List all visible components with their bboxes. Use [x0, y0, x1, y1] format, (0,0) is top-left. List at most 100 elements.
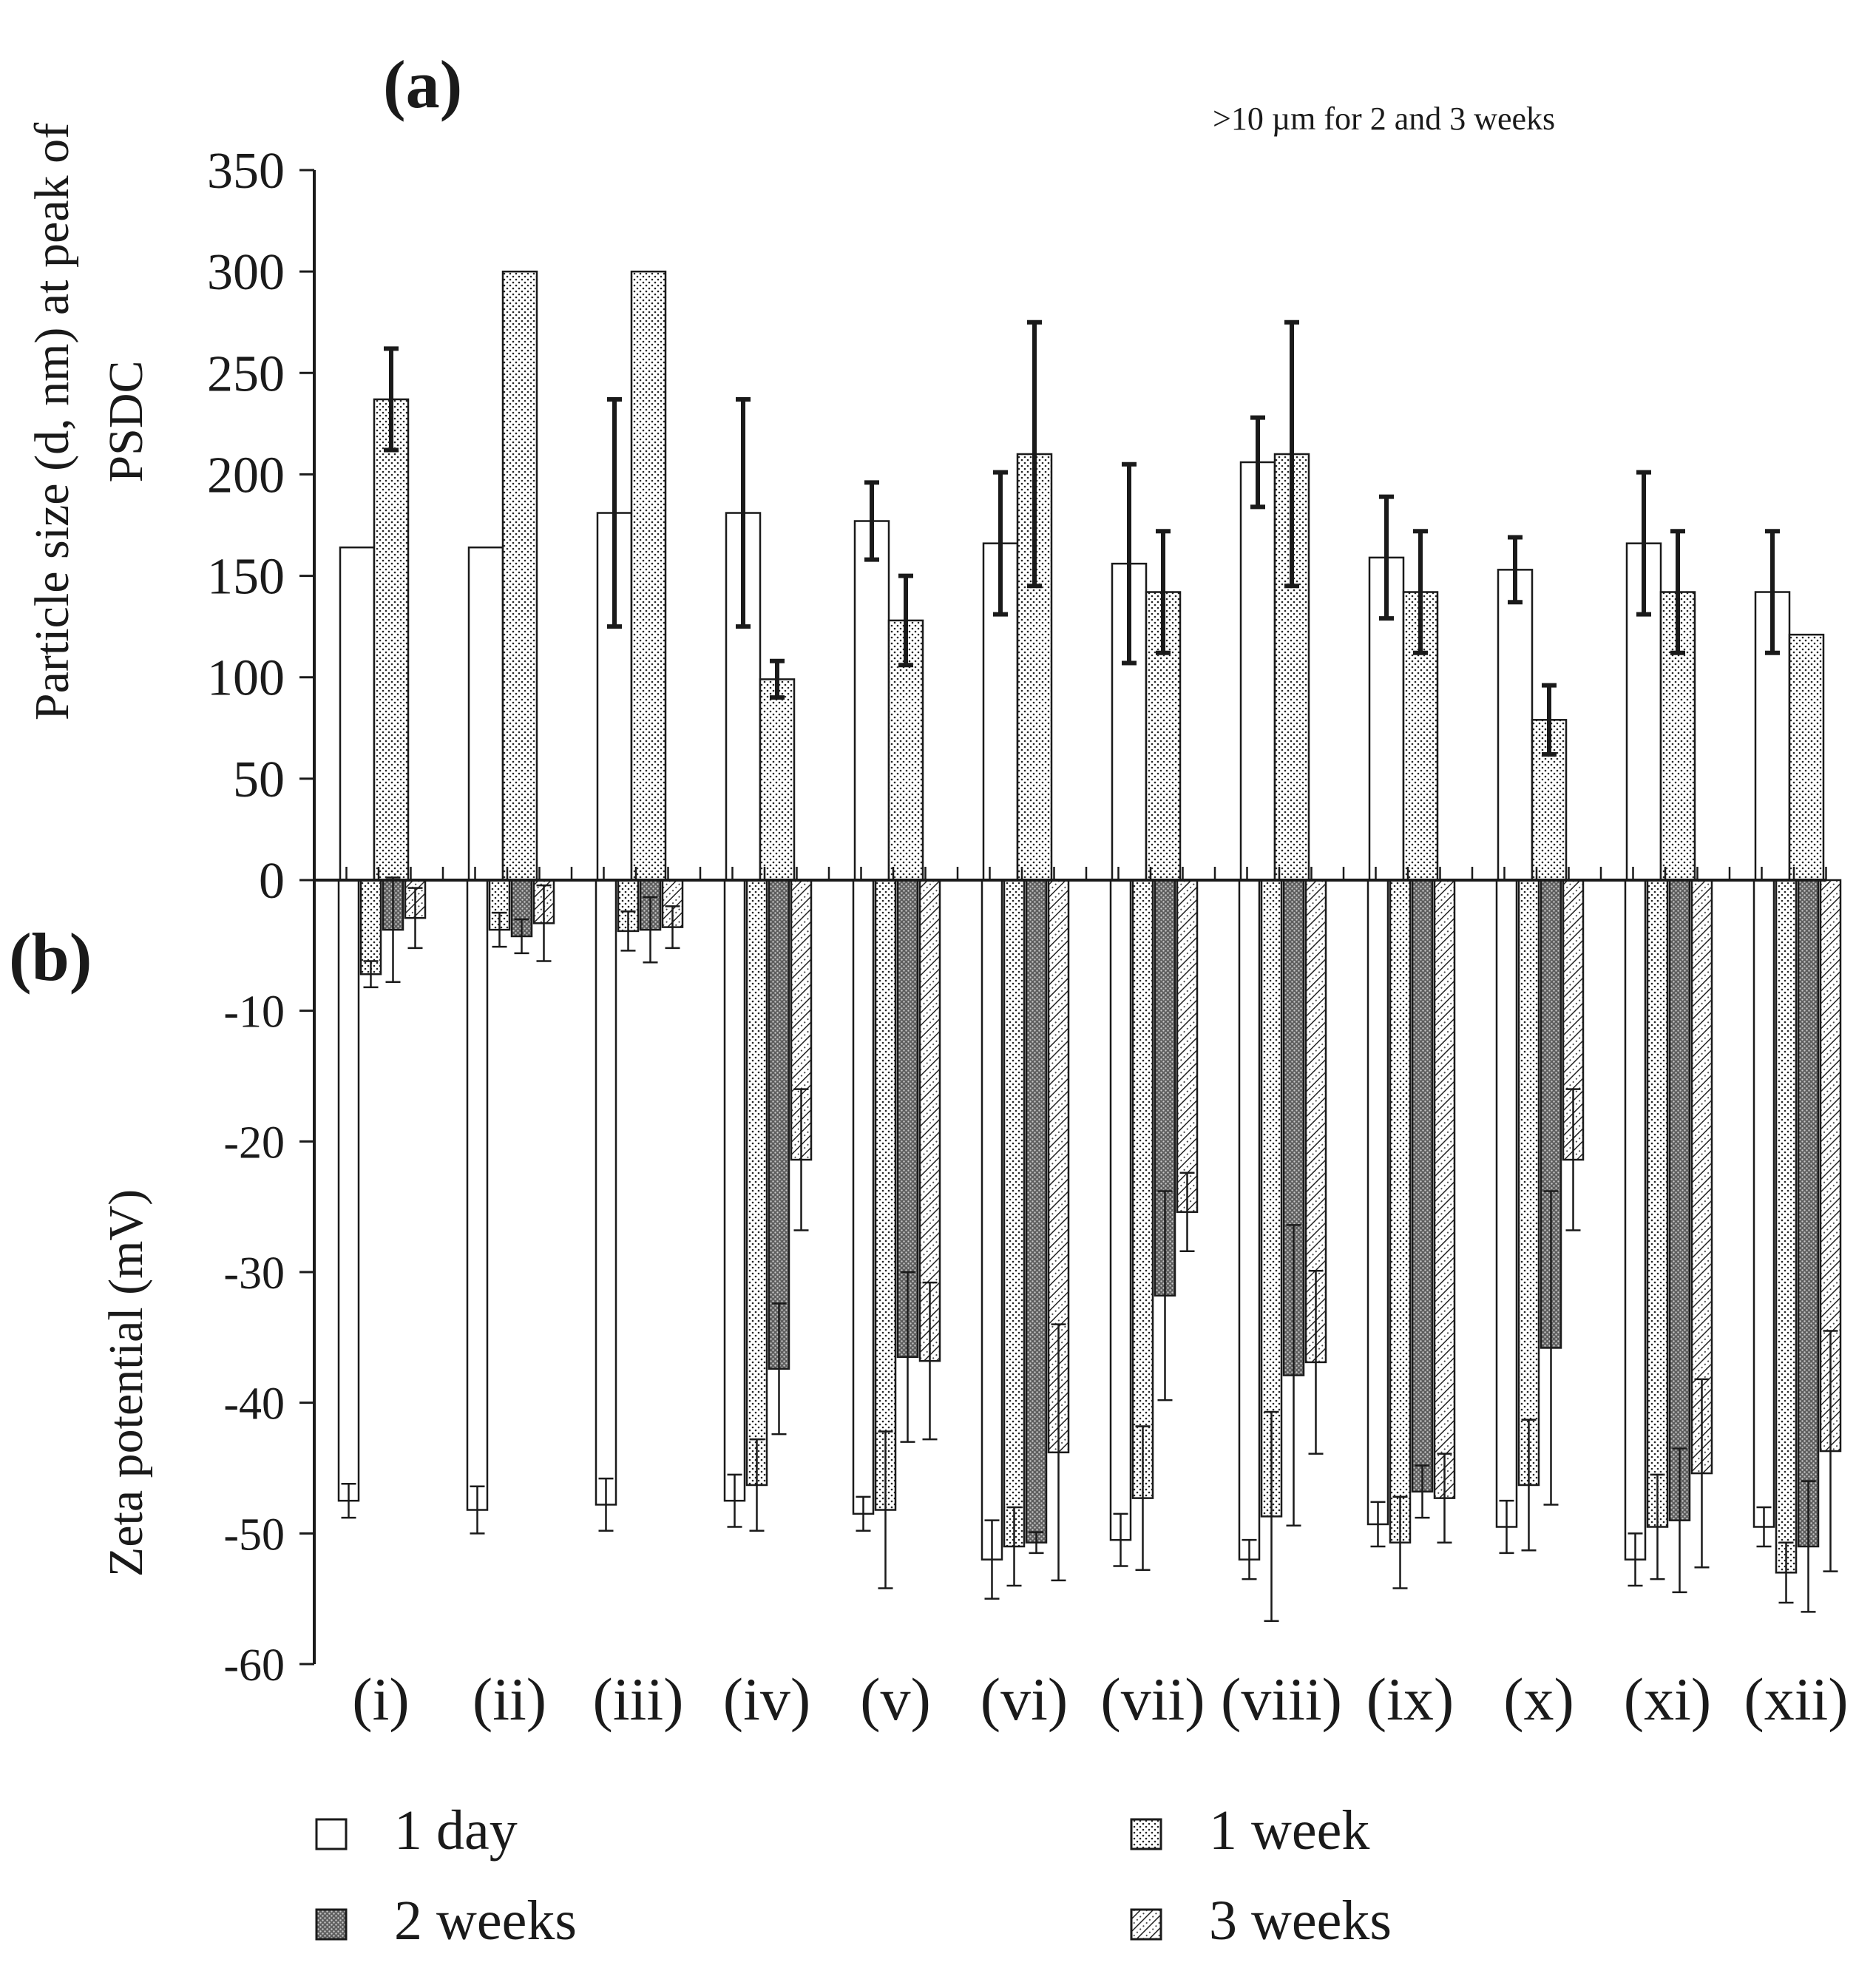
legend-item: 3 weeks [1130, 1890, 1392, 1952]
bar-a-empty [1239, 461, 1276, 882]
bar-b-empty [1238, 879, 1261, 1561]
error-bar-b [1242, 1538, 1257, 1580]
y-tick-label-a: 50 [233, 751, 285, 808]
error-bar-a [1027, 320, 1042, 589]
y-ticks-a: 0 50 100 150 200 250 300 350 [207, 143, 314, 910]
bar-b-dots [1517, 879, 1540, 1487]
y-axis-title-b: Zeta potential (mV) [99, 1189, 153, 1577]
error-bar-a [1542, 683, 1557, 757]
legend-item: 1 week [1130, 1799, 1369, 1862]
axes [313, 170, 1827, 1664]
error-bar-b [878, 1430, 893, 1589]
legend-label: 3 weeks [1209, 1890, 1392, 1952]
error-bar-b [1113, 1512, 1128, 1567]
error-bar-a [1636, 470, 1651, 617]
legend-swatch [315, 1908, 348, 1941]
error-bar-a [864, 480, 879, 562]
bar-b-empty [1109, 879, 1132, 1541]
y-tick-label-a: 300 [207, 244, 285, 301]
error-bar-b [536, 884, 552, 962]
error-bar-a [1508, 535, 1523, 605]
legend-label: 1 day [394, 1799, 518, 1862]
error-bar-b [665, 905, 680, 950]
error-bar-b [1308, 1269, 1324, 1455]
error-bar-b [900, 1271, 915, 1443]
bar-a-empty [467, 546, 504, 882]
bar-b-dots [1003, 879, 1026, 1548]
error-bar-a [1670, 529, 1685, 655]
bar-b-hatch [1176, 879, 1199, 1213]
error-bar-b [1437, 1453, 1452, 1544]
error-bar-b [749, 1438, 765, 1532]
bar-b-empty [466, 879, 489, 1511]
y-tick-label-a: 150 [207, 549, 285, 606]
bar-b-dark [1411, 879, 1434, 1493]
error-bar-b [1694, 1378, 1710, 1569]
panel-b-label: (b) [9, 919, 92, 995]
error-bar-b [1157, 1190, 1173, 1402]
legend-item: 2 weeks [315, 1890, 577, 1952]
x-tick-label: (xii) [1744, 1666, 1848, 1733]
error-bar-a [1765, 529, 1780, 655]
y-tick-label-a: 0 [259, 853, 285, 910]
y-tick-label-b: -40 [223, 1379, 285, 1430]
error-bar-b [1521, 1419, 1537, 1552]
error-bar-b [643, 896, 658, 964]
error-bar-b [1286, 1224, 1301, 1526]
legend: 1 day 1 week 2 weeks 3 weeks [315, 1799, 1392, 1952]
y-axis-title-a: Particle size (d, nm) at peak of [25, 123, 79, 720]
y-tick-label-a: 250 [207, 345, 285, 402]
bar-b-dark [1025, 879, 1048, 1544]
x-tick-label: (ii) [473, 1666, 546, 1733]
error-bar-b [1029, 1531, 1044, 1555]
error-bar-b [1672, 1447, 1687, 1594]
error-bar-a [1122, 462, 1137, 666]
error-bar-b [1179, 1172, 1195, 1252]
bars [337, 270, 1842, 1622]
bar-a-empty [1497, 569, 1534, 882]
error-bar-b [620, 910, 636, 952]
bar-a-dots [1788, 633, 1825, 882]
x-tick-label: (x) [1503, 1666, 1574, 1733]
legend-swatch [315, 1818, 348, 1850]
error-bar-b [922, 1281, 938, 1441]
bar-b-empty [723, 879, 746, 1502]
error-bar-a [993, 470, 1008, 617]
annotation-note: >10 µm for 2 and 3 weeks [1213, 101, 1555, 137]
y-tick-label-b: -10 [223, 987, 285, 1038]
error-bar-b [1006, 1506, 1022, 1587]
bar-b-empty [1752, 879, 1775, 1528]
error-bar-b [727, 1473, 742, 1528]
error-bar-b [598, 1477, 614, 1532]
error-bar-b [856, 1495, 871, 1532]
error-bar-b [363, 960, 379, 989]
error-bar-b [1628, 1532, 1643, 1587]
error-bar-a [384, 346, 399, 453]
bar-b-dots [874, 879, 897, 1511]
bar-a-dots [630, 270, 667, 882]
bar-b-empty [1624, 879, 1647, 1561]
y-tick-label-a: 100 [207, 650, 285, 707]
bar-a-empty [853, 520, 890, 882]
bar-b-dark [768, 879, 790, 1370]
error-bar-a [1379, 494, 1394, 621]
bar-b-dots [1131, 879, 1154, 1499]
error-bar-b [470, 1485, 485, 1535]
x-tick-label: (ix) [1366, 1666, 1454, 1733]
error-bar-b [1756, 1506, 1772, 1548]
bar-b-empty [852, 879, 875, 1515]
error-bar-a [1156, 529, 1171, 655]
error-bar-b [1392, 1495, 1408, 1589]
error-bar-b [514, 918, 529, 955]
error-bar-b [1801, 1480, 1816, 1613]
legend-label: 2 weeks [394, 1890, 577, 1952]
legend-swatch [1130, 1818, 1162, 1850]
bar-b-empty [981, 879, 1003, 1561]
y-tick-label-b: -60 [223, 1640, 285, 1691]
error-bar-a [1413, 529, 1428, 655]
x-tick-label: (xi) [1624, 1666, 1711, 1733]
bar-b-dark [1668, 879, 1691, 1521]
error-bar-b [1650, 1473, 1665, 1580]
